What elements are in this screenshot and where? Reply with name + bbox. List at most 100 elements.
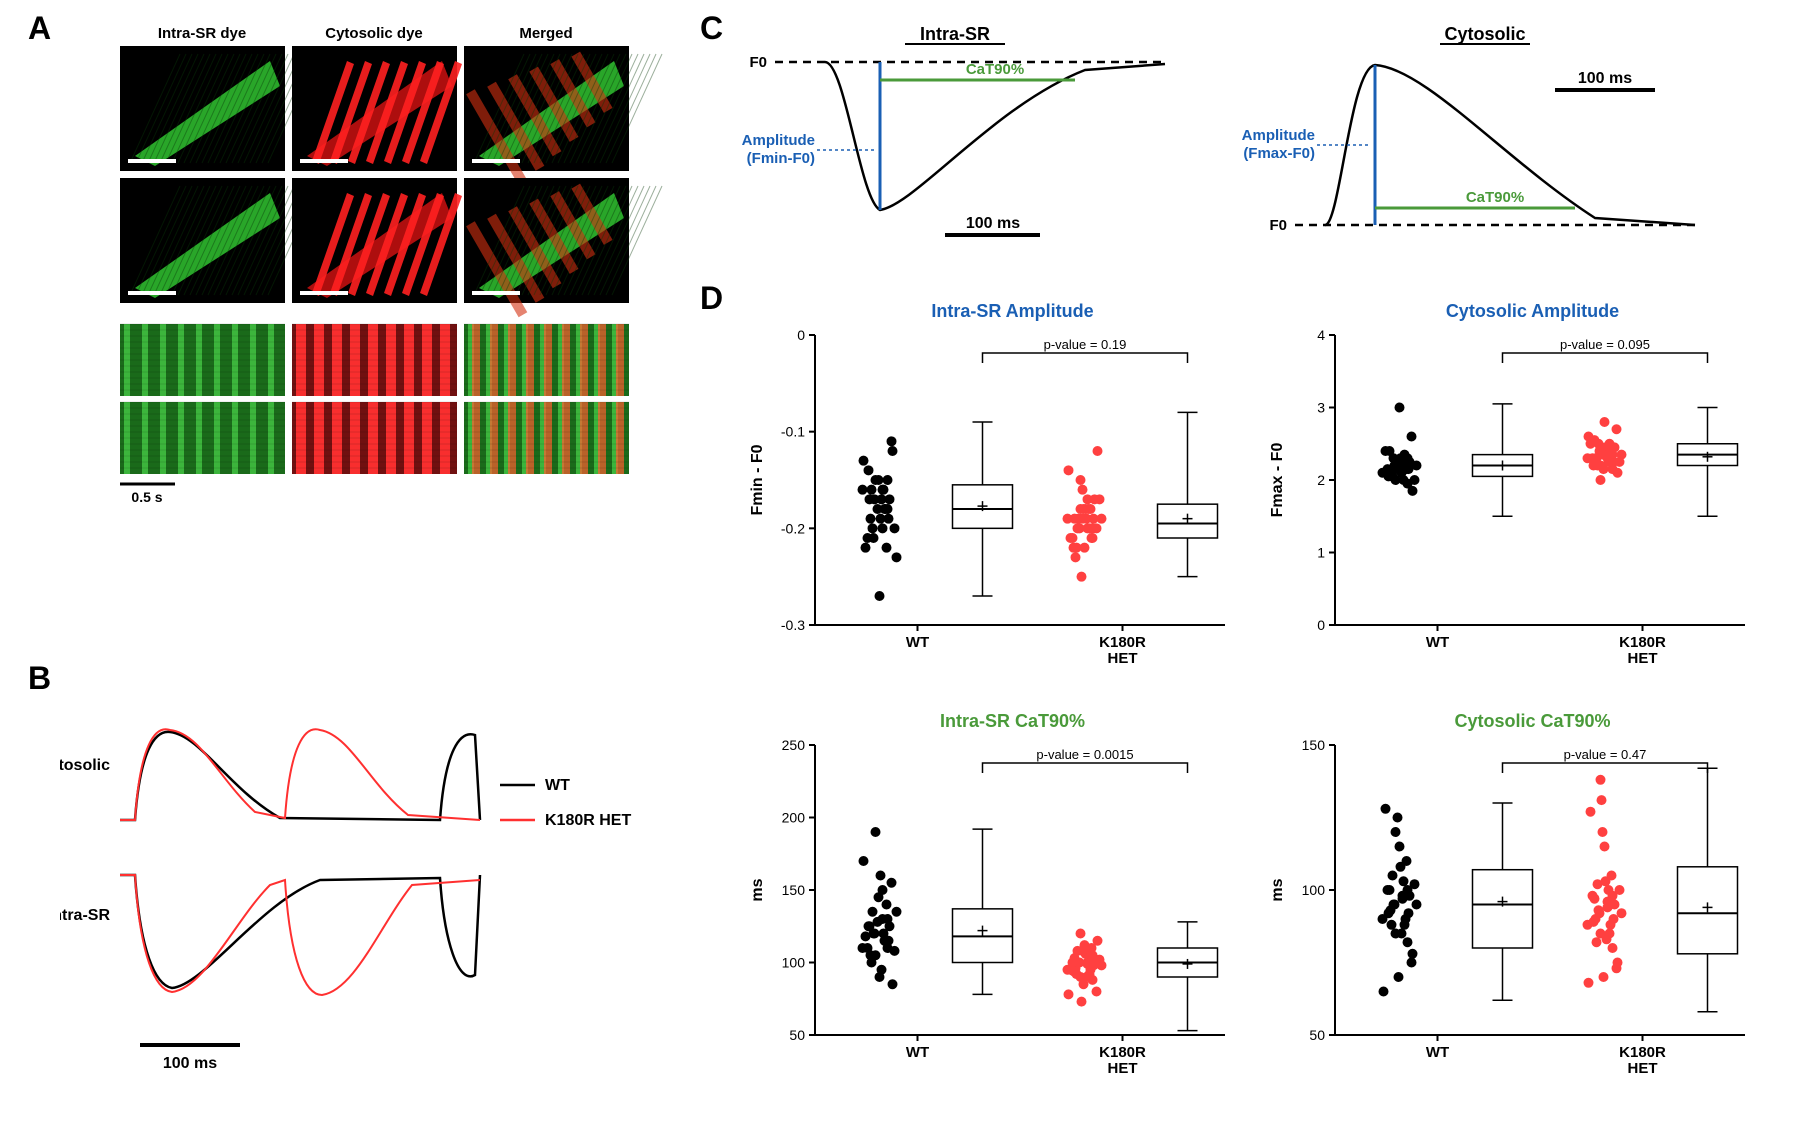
scatter-point xyxy=(1408,949,1418,959)
svg-text:-0.2: -0.2 xyxy=(781,520,805,536)
scatter-point xyxy=(1381,804,1391,814)
scatter-point xyxy=(1077,572,1087,582)
panel-c-traces: Intra-SRF0Amplitude(Fmin-F0)CaT90%100 ms… xyxy=(735,20,1775,270)
scatter-point xyxy=(1066,965,1076,975)
scatter-point xyxy=(1588,891,1598,901)
scatter-point xyxy=(1093,936,1103,946)
svg-text:4: 4 xyxy=(1317,327,1325,343)
scatter-point xyxy=(865,494,875,504)
scatter-point xyxy=(1395,842,1405,852)
col-header: Cytosolic dye xyxy=(325,25,423,42)
scatter-point xyxy=(882,543,892,553)
scatter-point xyxy=(1602,934,1612,944)
scatter-point xyxy=(1397,929,1407,939)
scatter-point xyxy=(1083,494,1093,504)
scatter-point xyxy=(1615,457,1625,467)
svg-text:0.5 s: 0.5 s xyxy=(131,489,162,505)
scatter-point xyxy=(1071,552,1081,562)
scatter-point xyxy=(875,972,885,982)
scatter-point xyxy=(1384,471,1394,481)
scatter-point xyxy=(1097,514,1107,524)
scatter-point xyxy=(873,917,883,927)
svg-text:CaT90%: CaT90% xyxy=(1466,189,1524,206)
scatter-point xyxy=(874,475,884,485)
scatter-point xyxy=(1594,905,1604,915)
scatter-point xyxy=(1408,486,1418,496)
scatter-point xyxy=(863,943,873,953)
svg-text:F0: F0 xyxy=(749,54,767,71)
scatter-point xyxy=(1078,485,1088,495)
panel-label-c: C xyxy=(700,10,723,47)
scatter-point xyxy=(1615,885,1625,895)
panel-b-traces: CytosolicIntra-SRWTK180R HET100 ms xyxy=(60,690,680,1110)
scatter-point xyxy=(1393,813,1403,823)
scatter-point xyxy=(1079,979,1089,989)
scatter-point xyxy=(1600,842,1610,852)
svg-text:p-value = 0.19: p-value = 0.19 xyxy=(1044,337,1127,352)
svg-text:Cytosolic: Cytosolic xyxy=(1444,24,1525,44)
panel-label-d: D xyxy=(700,280,723,317)
svg-text:250: 250 xyxy=(782,737,806,753)
scatter-point xyxy=(1394,457,1404,467)
scatter-point xyxy=(1412,461,1422,471)
svg-text:p-value = 0.095: p-value = 0.095 xyxy=(1560,337,1650,352)
svg-text:100: 100 xyxy=(782,955,806,971)
scatter-point xyxy=(892,907,902,917)
scatter-point xyxy=(888,979,898,989)
scatter-point xyxy=(1069,543,1079,553)
scatter-point xyxy=(868,907,878,917)
scatter-point xyxy=(1592,937,1602,947)
scatter-point xyxy=(887,878,897,888)
svg-text:WT: WT xyxy=(1426,1044,1449,1061)
scatter-point xyxy=(1617,908,1627,918)
chart-2: Intra-SR CaT90%50100150200250msWTK180RHE… xyxy=(740,705,1245,1100)
scatter-point xyxy=(1080,940,1090,950)
scatter-point xyxy=(877,494,887,504)
scatter-point xyxy=(868,523,878,533)
svg-text:3: 3 xyxy=(1317,400,1325,416)
scatter-point xyxy=(1606,920,1616,930)
scatter-point xyxy=(1080,543,1090,553)
scatter-point xyxy=(1589,917,1599,927)
scatter-point xyxy=(1600,417,1610,427)
scatter-point xyxy=(1064,465,1074,475)
svg-text:F0: F0 xyxy=(1269,217,1287,234)
svg-text:WT: WT xyxy=(906,1044,929,1061)
scatter-point xyxy=(1603,897,1613,907)
scatter-point xyxy=(863,533,873,543)
svg-text:Cytosolic CaT90%: Cytosolic CaT90% xyxy=(1454,711,1610,731)
scatter-point xyxy=(1598,450,1608,460)
scatter-point xyxy=(1596,475,1606,485)
panel-label-b: B xyxy=(28,660,51,697)
scatter-point xyxy=(883,475,893,485)
col-header: Merged xyxy=(519,25,572,42)
scatter-point xyxy=(864,921,874,931)
svg-text:p-value = 0.0015: p-value = 0.0015 xyxy=(1036,747,1133,762)
scatter-point xyxy=(1599,464,1609,474)
scatter-point xyxy=(875,591,885,601)
scatter-point xyxy=(859,856,869,866)
scatter-point xyxy=(1412,900,1422,910)
svg-text:150: 150 xyxy=(782,882,806,898)
svg-text:Intra-SR CaT90%: Intra-SR CaT90% xyxy=(940,711,1085,731)
svg-text:p-value = 0.47: p-value = 0.47 xyxy=(1564,747,1647,762)
svg-text:Fmin - F0: Fmin - F0 xyxy=(749,444,766,515)
scatter-point xyxy=(864,465,874,475)
scatter-point xyxy=(1394,972,1404,982)
svg-text:HET: HET xyxy=(1628,1060,1658,1077)
scatter-point xyxy=(1095,955,1105,965)
svg-text:150: 150 xyxy=(1302,737,1326,753)
scatter-point xyxy=(1410,879,1420,889)
svg-text:-0.1: -0.1 xyxy=(781,424,805,440)
scatter-point xyxy=(1584,978,1594,988)
scatter-point xyxy=(1079,504,1089,514)
svg-text:WT: WT xyxy=(545,777,570,794)
scatter-point xyxy=(1613,468,1623,478)
svg-text:-0.3: -0.3 xyxy=(781,617,805,633)
svg-text:K180R: K180R xyxy=(1619,634,1666,651)
scatter-point xyxy=(1076,475,1086,485)
svg-text:100 ms: 100 ms xyxy=(1578,70,1632,87)
scatter-point xyxy=(1396,862,1406,872)
scatter-point xyxy=(1608,943,1618,953)
scatter-point xyxy=(1403,937,1413,947)
